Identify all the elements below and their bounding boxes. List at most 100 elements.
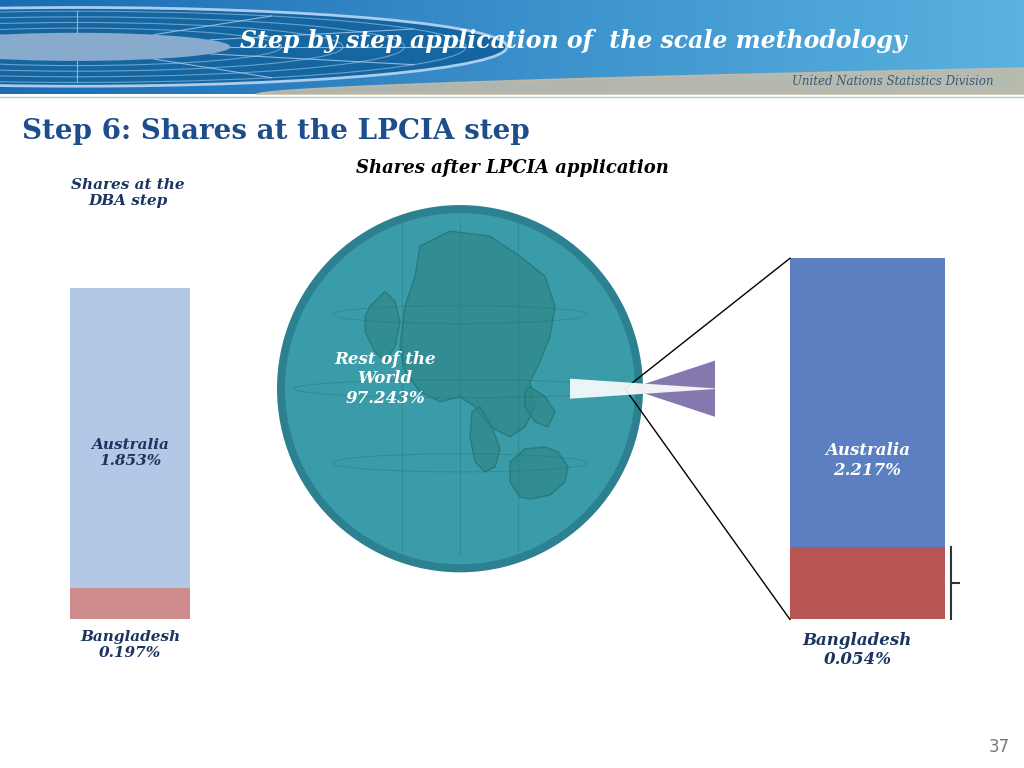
Bar (855, 0, 860, 94)
Bar (451, 0, 456, 94)
Bar (630, 0, 635, 94)
Bar (824, 0, 829, 94)
Bar (456, 0, 461, 94)
Bar (282, 0, 287, 94)
Bar (353, 0, 358, 94)
Bar (640, 0, 645, 94)
Bar (686, 0, 691, 94)
Bar (164, 0, 169, 94)
Bar (410, 0, 415, 94)
Bar (292, 0, 297, 94)
Bar (881, 0, 886, 94)
Bar (625, 0, 630, 94)
Bar (287, 0, 292, 94)
Bar (328, 0, 333, 94)
Bar (113, 0, 118, 94)
Bar (476, 0, 481, 94)
Bar (369, 0, 374, 94)
Bar (973, 0, 978, 94)
Bar (97, 0, 102, 94)
Bar (579, 0, 584, 94)
Bar (343, 0, 348, 94)
Bar (312, 0, 317, 94)
Bar (0, 0, 5, 94)
Bar (614, 0, 620, 94)
Bar (481, 0, 486, 94)
Bar (420, 0, 425, 94)
Bar (666, 0, 671, 94)
Bar (548, 0, 553, 94)
Bar (901, 0, 906, 94)
Bar (276, 0, 282, 94)
Bar (302, 0, 307, 94)
Bar (225, 0, 230, 94)
Bar (389, 0, 394, 94)
Bar (753, 0, 758, 94)
Bar (266, 0, 271, 94)
Bar (404, 0, 410, 94)
Bar (717, 0, 722, 94)
Bar (645, 0, 650, 94)
Bar (36, 0, 41, 94)
Bar (379, 0, 384, 94)
Bar (333, 0, 338, 94)
Bar (20, 0, 26, 94)
Bar (799, 0, 804, 94)
Bar (1014, 0, 1019, 94)
Bar (947, 0, 952, 94)
Bar (210, 0, 215, 94)
Bar (676, 0, 681, 94)
Bar (790, 548, 945, 620)
Text: Bangladesh
0.054%: Bangladesh 0.054% (803, 631, 912, 668)
Text: Shares after LPCIA application: Shares after LPCIA application (355, 159, 669, 177)
Bar (358, 0, 364, 94)
Bar (323, 0, 328, 94)
Bar (891, 0, 896, 94)
Bar (1004, 0, 1009, 94)
Bar (128, 0, 133, 94)
Bar (701, 0, 707, 94)
Bar (819, 0, 824, 94)
Bar (896, 0, 901, 94)
Bar (763, 0, 768, 94)
Bar (655, 0, 660, 94)
Bar (850, 0, 855, 94)
Bar (932, 0, 937, 94)
Bar (727, 0, 732, 94)
Bar (10, 0, 15, 94)
Bar (584, 0, 589, 94)
Bar (271, 0, 276, 94)
Bar (77, 0, 82, 94)
Bar (82, 0, 87, 94)
Bar (742, 0, 748, 94)
Bar (138, 0, 143, 94)
Bar (845, 0, 850, 94)
Bar (466, 0, 471, 94)
Bar (660, 0, 666, 94)
Bar (911, 0, 916, 94)
Bar (922, 0, 927, 94)
Text: Step 6: Shares at the LPCIA step: Step 6: Shares at the LPCIA step (22, 118, 529, 145)
Bar (72, 0, 77, 94)
Bar (1019, 0, 1024, 94)
Polygon shape (400, 231, 555, 437)
Bar (722, 0, 727, 94)
Bar (983, 0, 988, 94)
Bar (988, 0, 993, 94)
Bar (963, 0, 968, 94)
Circle shape (0, 33, 230, 61)
Bar (691, 0, 696, 94)
Bar (384, 0, 389, 94)
Bar (748, 0, 753, 94)
Bar (159, 0, 164, 94)
Bar (538, 0, 543, 94)
Bar (148, 0, 154, 94)
Bar (61, 0, 67, 94)
Bar (51, 0, 56, 94)
Bar (251, 0, 256, 94)
Bar (589, 0, 594, 94)
Polygon shape (470, 407, 500, 472)
Bar (835, 0, 840, 94)
Text: 37: 37 (989, 738, 1010, 756)
Bar (70, 288, 190, 588)
